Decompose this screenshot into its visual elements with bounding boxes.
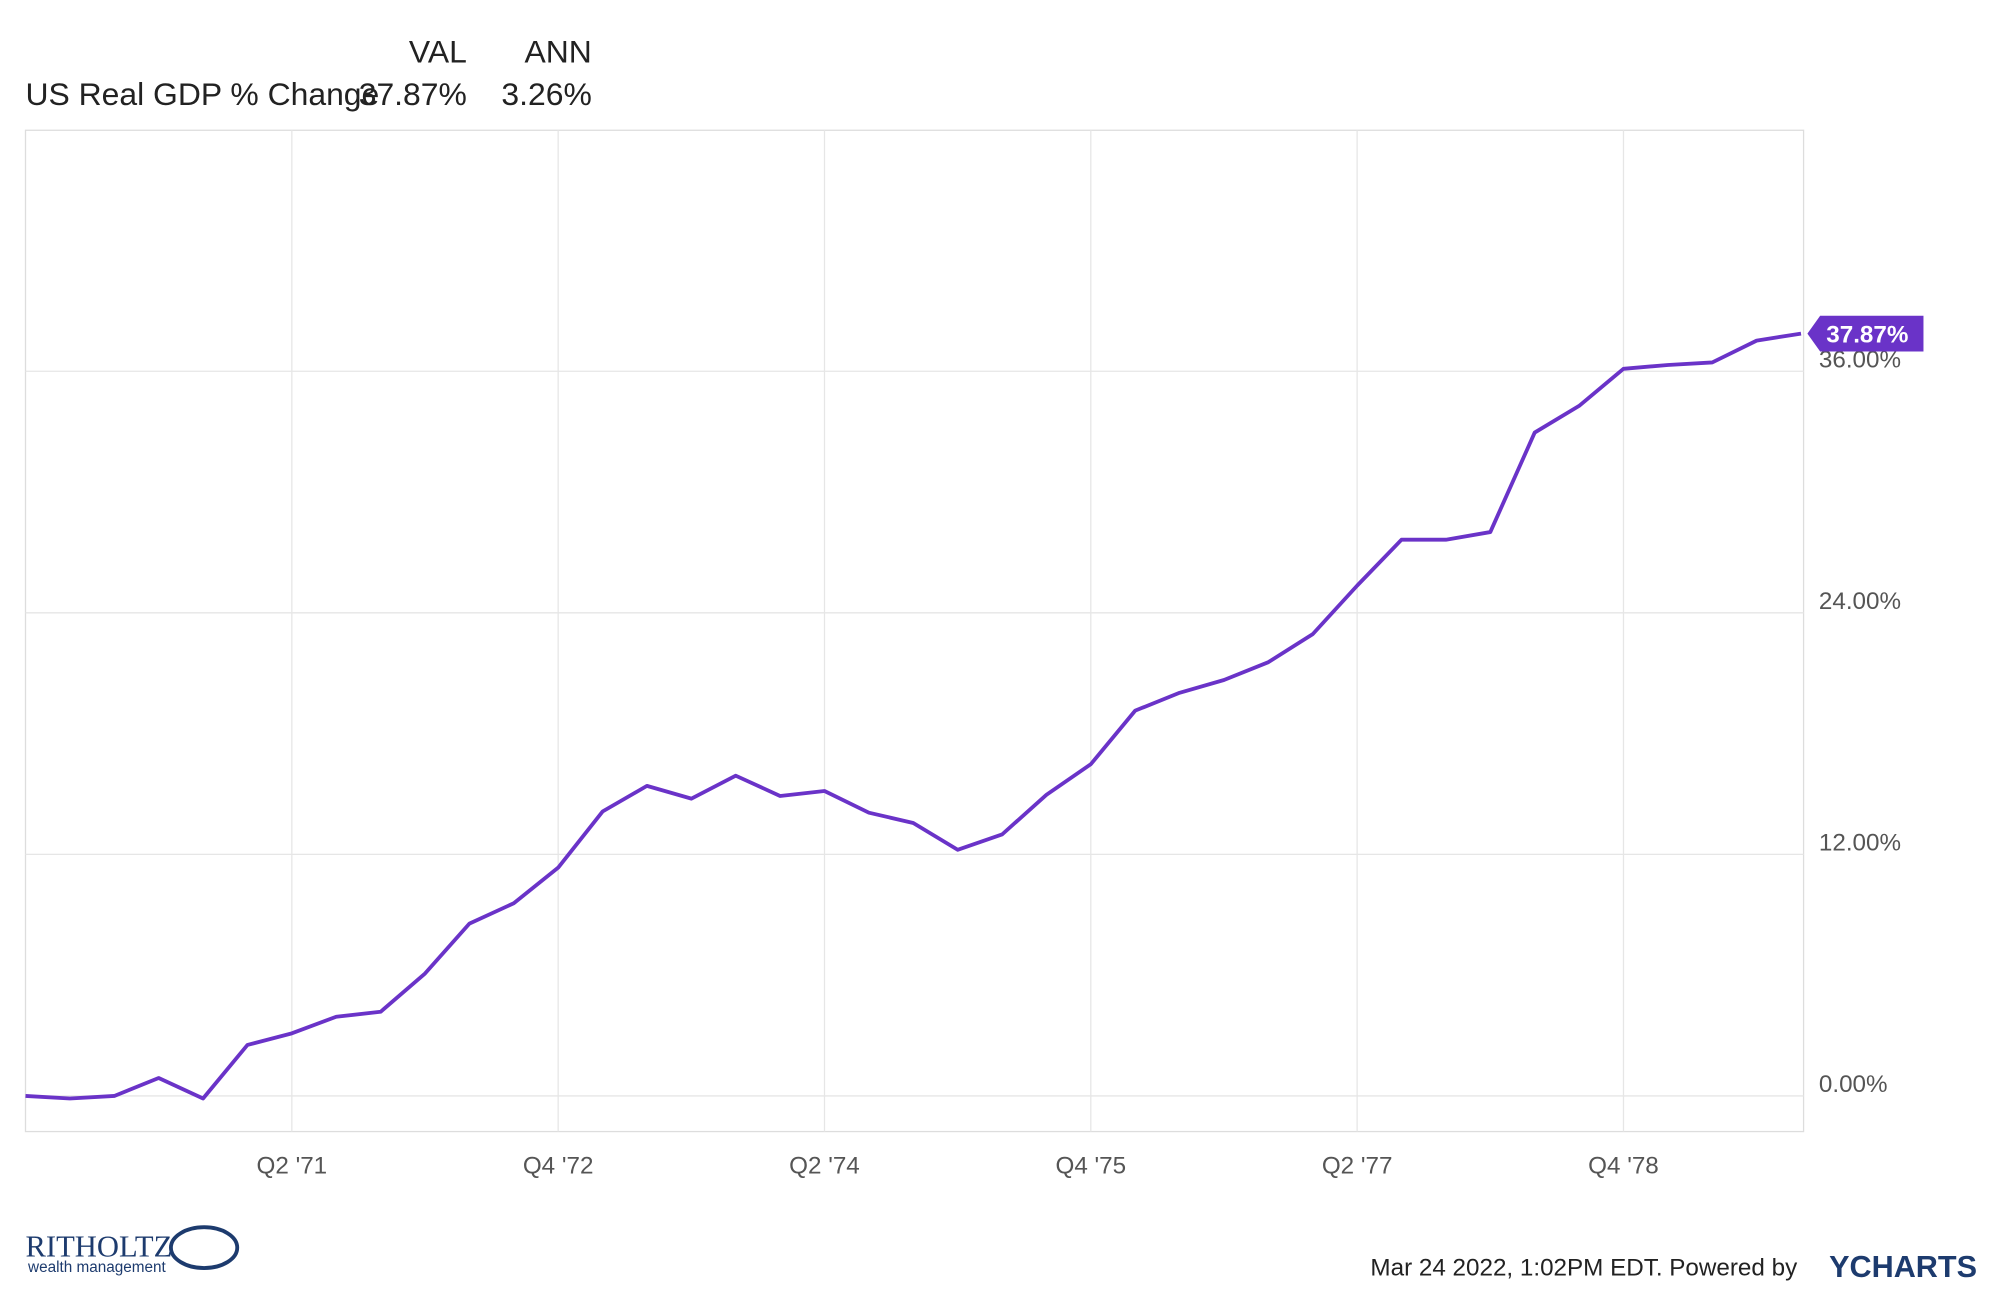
logo-sub: wealth management xyxy=(27,1259,167,1276)
header-col: ANN xyxy=(525,34,592,70)
legend-label: US Real GDP % Change xyxy=(26,76,380,112)
timestamp: Mar 24 2022, 1:02PM EDT. Powered by xyxy=(1370,1255,1798,1282)
header-col: VAL xyxy=(409,34,467,70)
y-tick-label: 24.00% xyxy=(1819,588,1901,615)
header-ann: 3.26% xyxy=(501,76,591,112)
x-tick-label: Q4 '78 xyxy=(1588,1153,1659,1180)
brand: YCHARTS xyxy=(1829,1250,1977,1284)
value-tag xyxy=(1807,315,1924,352)
x-tick-label: Q4 '72 xyxy=(523,1153,594,1180)
plot-frame xyxy=(24,129,1805,1133)
x-tick-label: Q2 '71 xyxy=(257,1153,328,1180)
x-tick-label: Q2 '77 xyxy=(1322,1153,1393,1180)
line xyxy=(25,331,1802,1101)
y-tick-label: 0.00% xyxy=(1819,1071,1888,1098)
value-tag-label: 37.87% xyxy=(1826,322,1908,349)
x-tick-label: Q4 '75 xyxy=(1056,1153,1127,1180)
y-tick-label: 12.00% xyxy=(1819,830,1901,857)
logo: RITHOLTZ xyxy=(26,1230,173,1264)
logo-icon xyxy=(169,1225,240,1270)
x-tick-label: Q2 '74 xyxy=(789,1153,860,1180)
header-val: 37.87% xyxy=(359,76,467,112)
